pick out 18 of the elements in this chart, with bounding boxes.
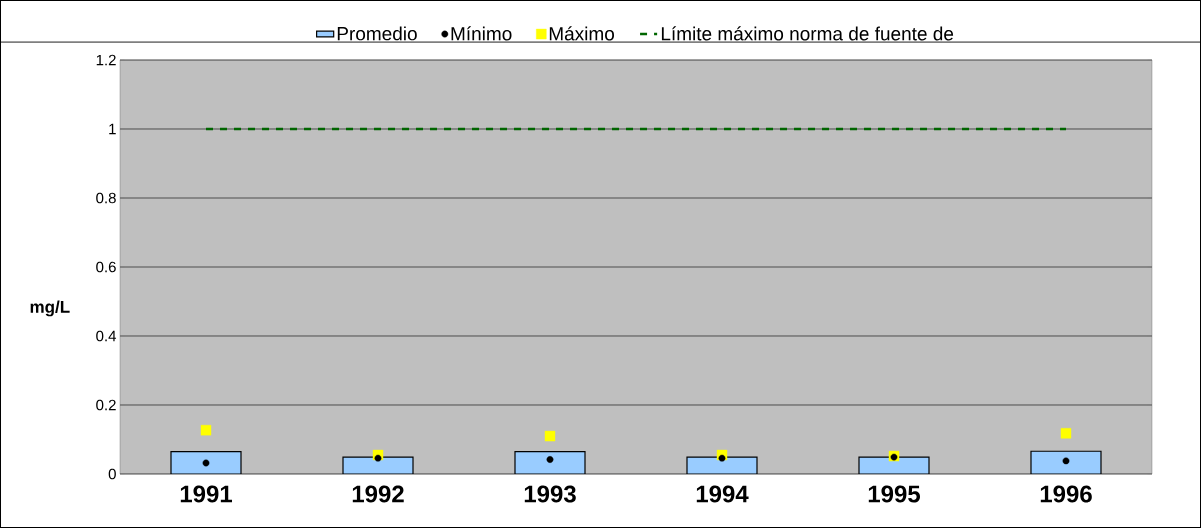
- y-axis-title: mg/L: [30, 300, 70, 317]
- x-tick-label: 1992: [352, 485, 404, 503]
- legend-label: Límite máximo norma de fuente de: [661, 26, 954, 41]
- y-tick-label: 0.8: [96, 192, 116, 204]
- y-tick-label: 0.6: [96, 261, 116, 273]
- x-tick-label: 1995: [868, 485, 921, 503]
- x-tick-label: 1991: [180, 485, 233, 503]
- x-tick-label: 1993: [524, 485, 576, 503]
- y-tick-label: 0.2: [96, 399, 116, 411]
- y-tick-label: 1: [109, 123, 116, 135]
- legend-label: Mínimo: [451, 26, 512, 41]
- y-tick-label: 0.4: [96, 330, 117, 342]
- x-tick-label: 1996: [1040, 485, 1092, 503]
- y-tick-label: 0: [108, 468, 116, 480]
- y-tick-label: 1.2: [96, 54, 116, 66]
- legend-label: Máximo: [549, 26, 614, 41]
- x-tick-label: 1994: [696, 485, 749, 503]
- legend-label: Promedio: [337, 26, 417, 41]
